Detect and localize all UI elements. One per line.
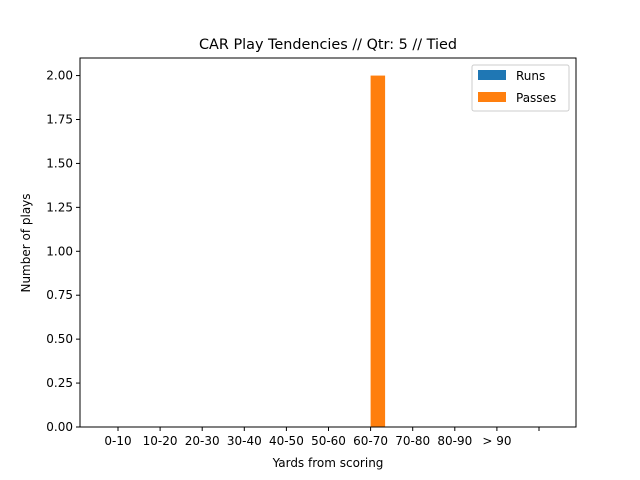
legend: Runs Passes bbox=[471, 64, 570, 112]
legend-label-runs: Runs bbox=[516, 69, 545, 83]
plot-area bbox=[370, 75, 386, 428]
x-axis: 0-10 10-20 20-30 30-40 40-50 50-60 60-70 70-80 8… bbox=[104, 427, 540, 448]
y-tick-label: 1.50 bbox=[46, 156, 73, 170]
legend-swatch-runs bbox=[478, 70, 506, 80]
y-axis-label: Number of plays bbox=[19, 193, 33, 292]
y-axis: 0.00 0.25 0.50 0.75 1.00 1.25 1.50 1.75 2.00 bbox=[46, 69, 80, 434]
x-tick-label: 40-50 bbox=[269, 434, 304, 448]
y-tick-label: 1.25 bbox=[46, 200, 73, 214]
y-tick-label: 0.75 bbox=[46, 288, 73, 302]
legend-swatch-passes bbox=[478, 92, 506, 102]
x-tick-label: 30-40 bbox=[227, 434, 262, 448]
x-tick-label: 70-80 bbox=[395, 434, 430, 448]
y-tick-label: 2.00 bbox=[46, 69, 73, 83]
x-tick-label: 80-90 bbox=[437, 434, 472, 448]
x-tick-label: 10-20 bbox=[143, 434, 178, 448]
bar-passes-60-70 bbox=[370, 75, 386, 428]
y-tick-label: 1.75 bbox=[46, 113, 73, 127]
x-tick-label: > 90 bbox=[482, 434, 511, 448]
legend-label-passes: Passes bbox=[516, 91, 556, 105]
y-tick-label: 0.25 bbox=[46, 376, 73, 390]
x-tick-label: 20-30 bbox=[185, 434, 220, 448]
x-tick-label: 60-70 bbox=[353, 434, 388, 448]
x-tick-label: 0-10 bbox=[104, 434, 131, 448]
x-tick-label: 50-60 bbox=[311, 434, 346, 448]
y-tick-label: 0.50 bbox=[46, 332, 73, 346]
chart-title: CAR Play Tendencies // Qtr: 5 // Tied bbox=[199, 37, 457, 53]
y-tick-label: 0.00 bbox=[46, 420, 73, 434]
x-axis-label: Yards from scoring bbox=[272, 456, 384, 470]
y-tick-label: 1.00 bbox=[46, 244, 73, 258]
axes-frame bbox=[79, 57, 577, 428]
